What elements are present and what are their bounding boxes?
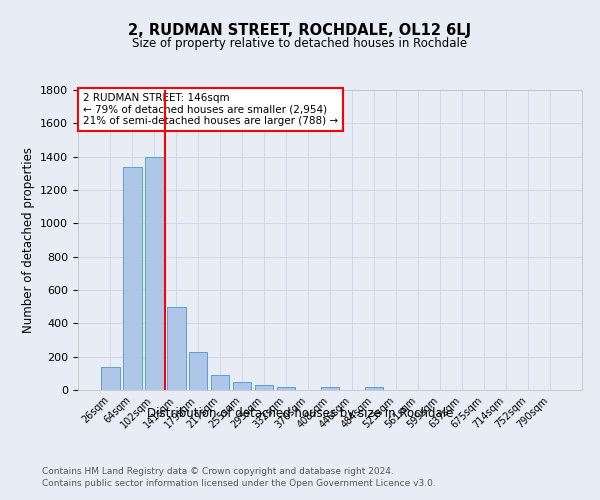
Y-axis label: Number of detached properties: Number of detached properties: [22, 147, 35, 333]
Bar: [123, 166, 142, 390]
Text: 2 RUDMAN STREET: 146sqm
← 79% of detached houses are smaller (2,954)
21% of semi: 2 RUDMAN STREET: 146sqm ← 79% of detache…: [83, 93, 338, 126]
Bar: [167, 306, 185, 390]
Bar: [255, 385, 274, 390]
Text: Contains HM Land Registry data © Crown copyright and database right 2024.: Contains HM Land Registry data © Crown c…: [42, 468, 394, 476]
Bar: [277, 386, 295, 390]
Text: Contains public sector information licensed under the Open Government Licence v3: Contains public sector information licen…: [42, 479, 436, 488]
Bar: [101, 366, 119, 390]
Bar: [211, 375, 229, 390]
Text: 2, RUDMAN STREET, ROCHDALE, OL12 6LJ: 2, RUDMAN STREET, ROCHDALE, OL12 6LJ: [128, 22, 472, 38]
Bar: [320, 386, 340, 390]
Bar: [189, 352, 208, 390]
Bar: [365, 386, 383, 390]
Bar: [145, 156, 164, 390]
Text: Size of property relative to detached houses in Rochdale: Size of property relative to detached ho…: [133, 38, 467, 51]
Bar: [233, 382, 251, 390]
Text: Distribution of detached houses by size in Rochdale: Distribution of detached houses by size …: [147, 408, 453, 420]
